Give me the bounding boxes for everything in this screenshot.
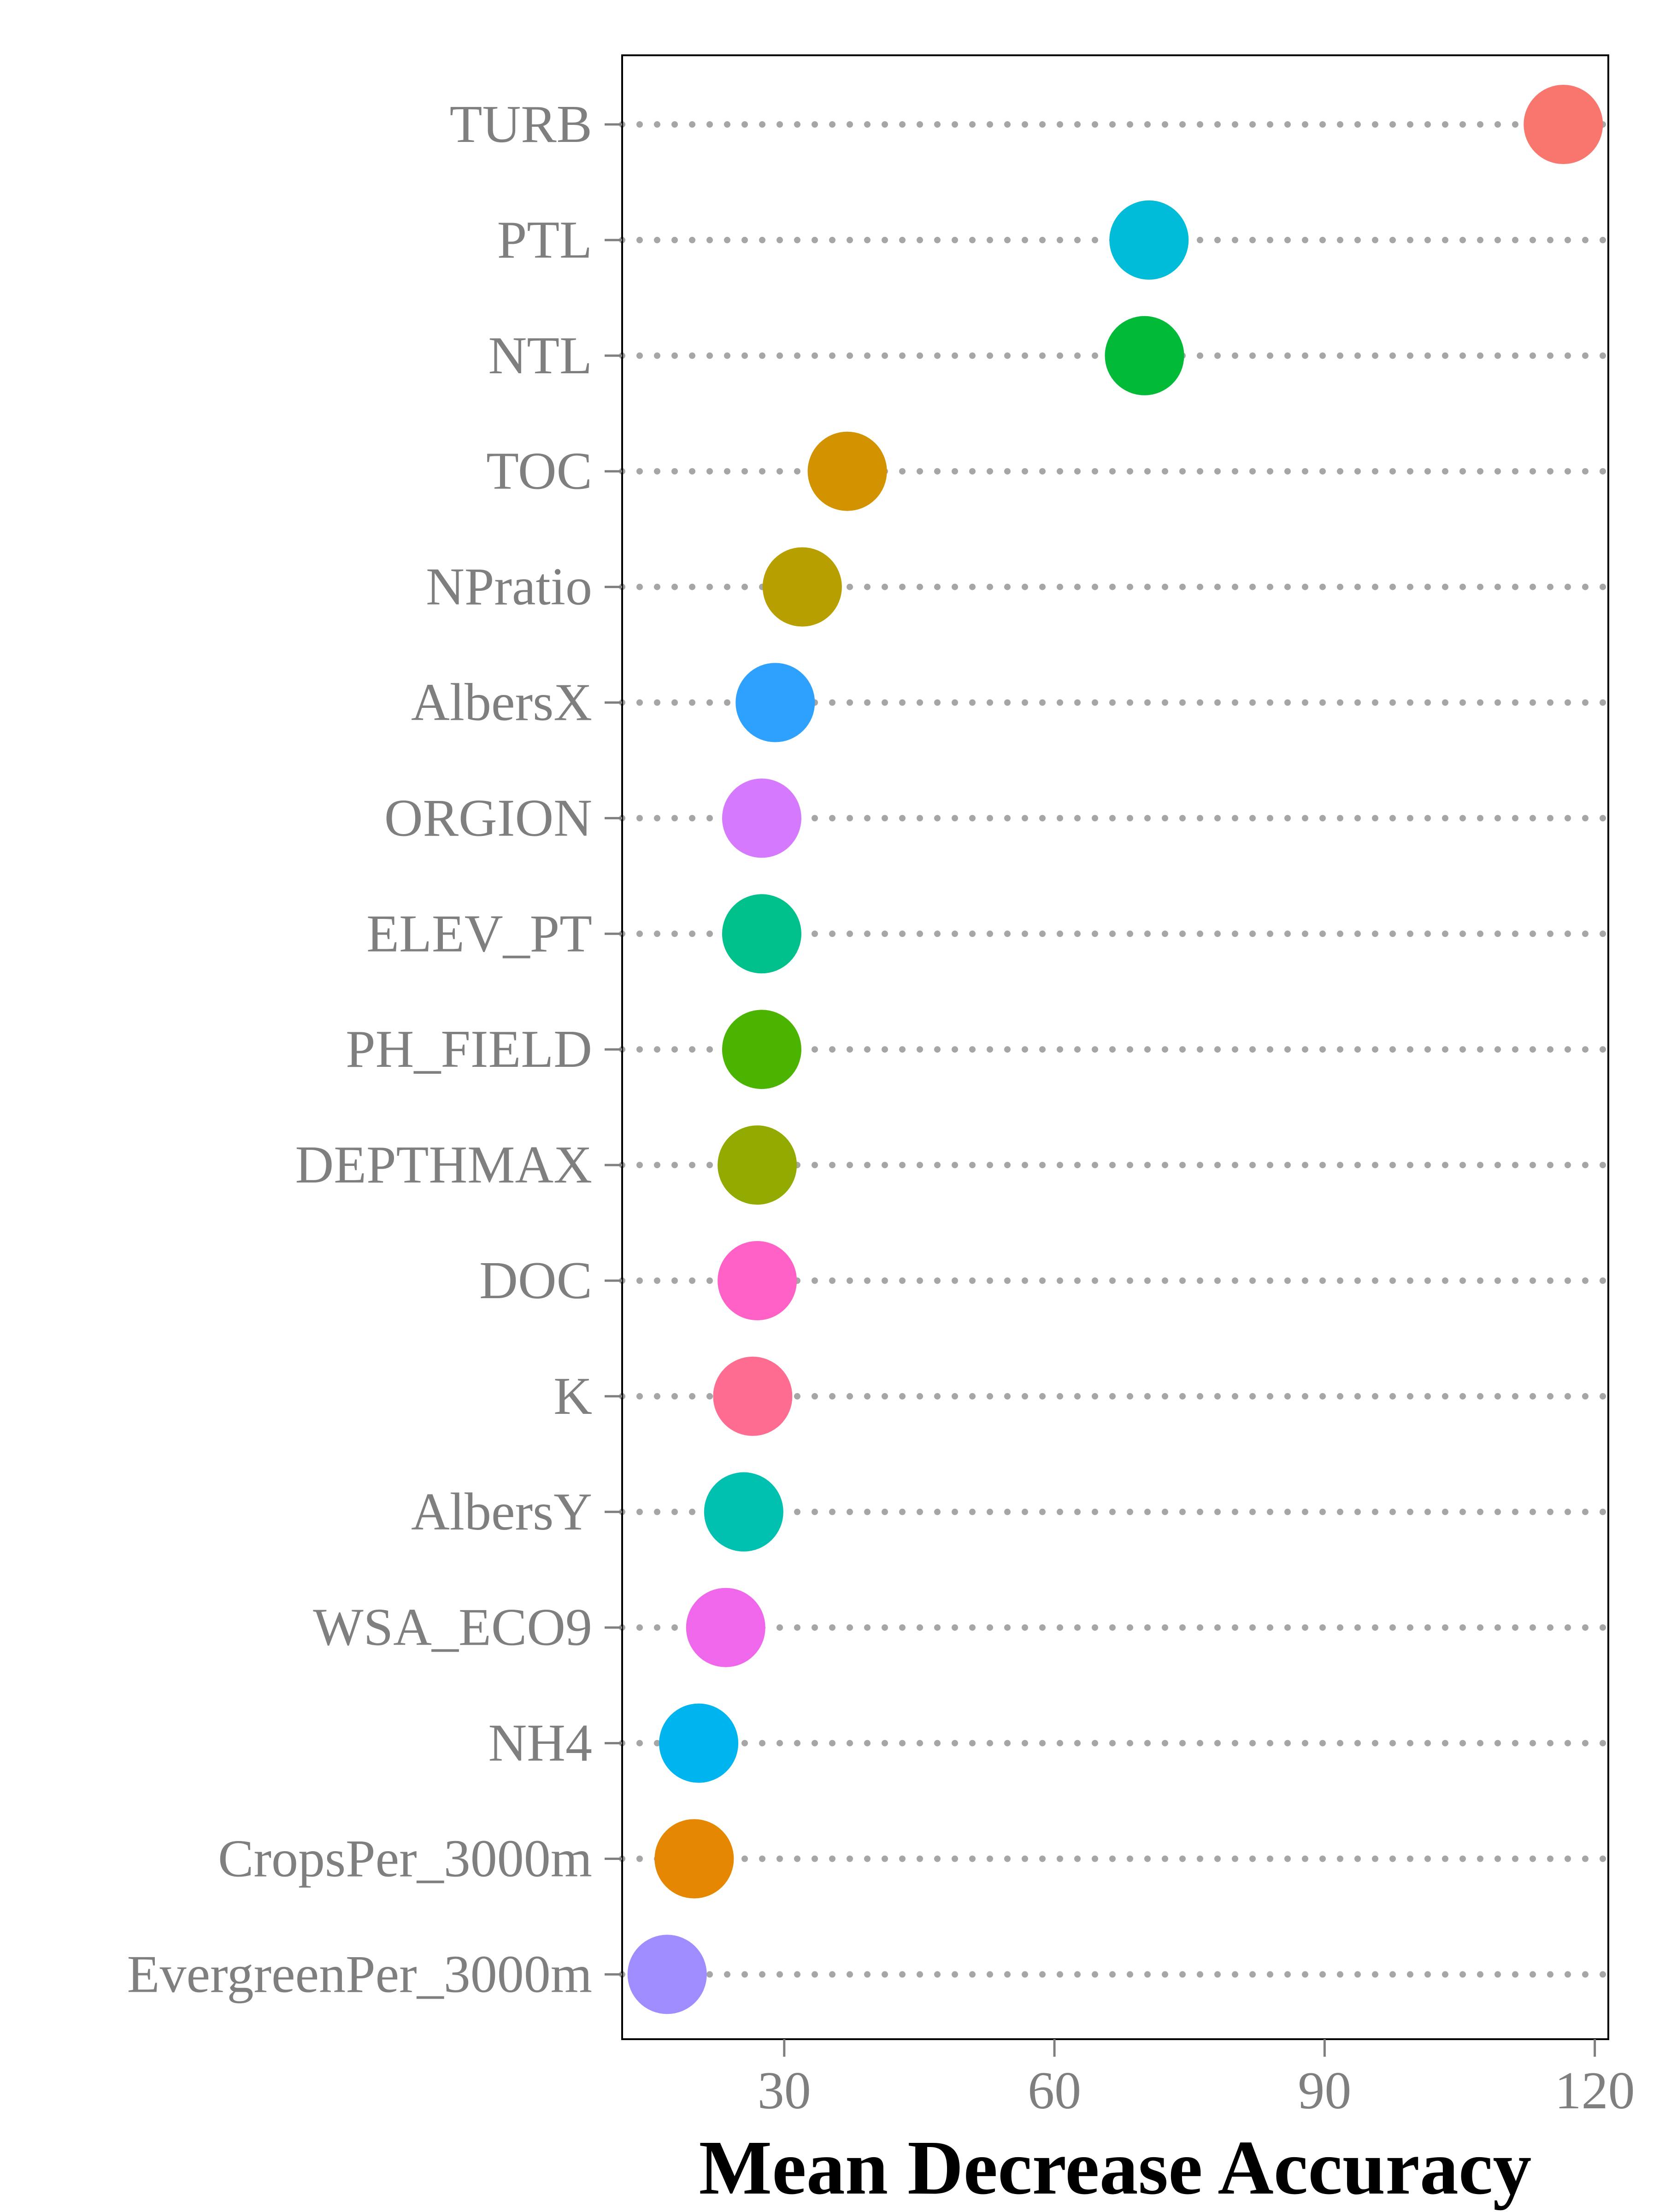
data-point [718,1125,797,1205]
y-tick-label: DOC [479,1251,592,1310]
data-point [735,663,815,742]
y-tick-label: EvergreenPer_3000m [127,1945,592,2004]
y-tick-label: NTL [488,326,593,385]
x-tick-label: 60 [1028,2061,1081,2120]
y-tick-label: PH_FIELD [346,1020,592,1079]
data-point [1109,200,1189,280]
guide-lines [619,121,1612,1978]
x-axis: 30 60 90 120 [758,2039,1635,2120]
data-point [1524,85,1603,164]
y-tick-label: AlbersX [411,673,592,732]
plot-panel-border [621,54,1609,2040]
x-axis-title: Mean Decrease Accuracy [699,2125,1532,2211]
data-point [722,778,801,858]
data-point [762,547,842,627]
data-point [704,1472,783,1552]
data-point [722,894,801,974]
y-tick-label: NH4 [488,1714,592,1773]
data-point [1105,316,1184,395]
y-tick-label: WSA_ECO9 [313,1598,592,1657]
data-point [807,431,887,511]
x-tick-label: 30 [758,2061,811,2120]
y-tick-label: PTL [497,211,592,270]
y-tick-label: AlbersY [411,1483,592,1541]
y-tick-label: TURB [450,95,592,154]
x-tick-label: 90 [1298,2061,1351,2120]
y-tick-label: CropsPer_3000m [218,1830,592,1888]
y-tick-label: DEPTHMAX [295,1135,592,1194]
data-point [718,1241,797,1320]
y-tick-label: K [553,1367,592,1426]
y-tick-label: NPratio [426,558,592,617]
data-point [654,1819,734,1899]
x-tick-label: 120 [1555,2061,1635,2120]
data-point [627,1935,707,2014]
data-points [627,85,1603,2014]
data-point [713,1356,793,1436]
y-tick-label: ELEV_PT [366,904,592,963]
data-point [659,1703,739,1783]
y-axis: TURB PTL NTL TOC NPratio AlbersX ORGION ELEV_PT… [127,95,622,2004]
data-point [686,1588,765,1667]
data-point [722,1010,801,1089]
y-tick-label: ORGION [384,788,592,847]
y-tick-label: TOC [486,442,592,501]
